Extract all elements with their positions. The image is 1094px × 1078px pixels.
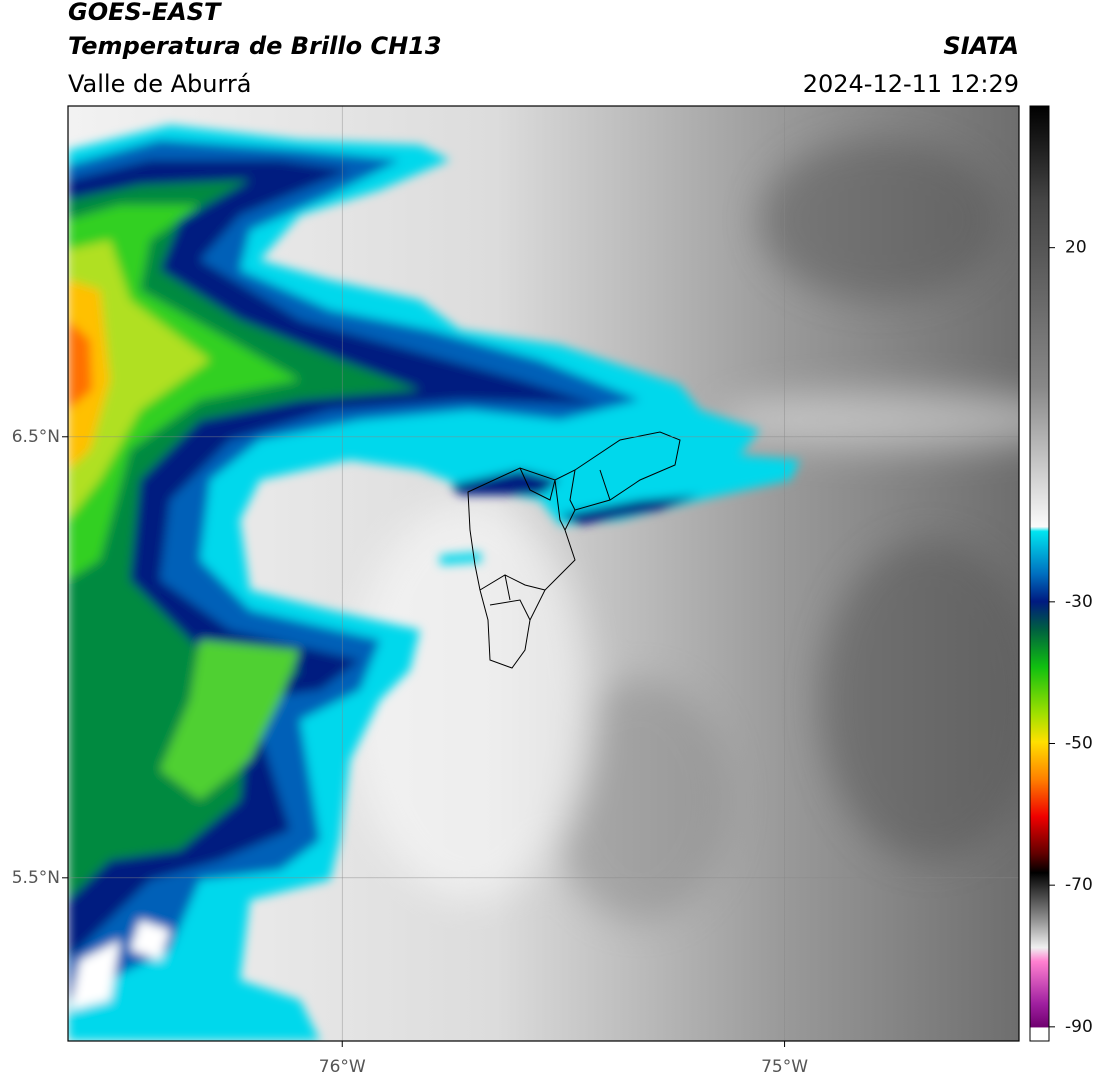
imagery: [68, 106, 1019, 1041]
y-tick-label: 5.5°N: [12, 868, 60, 888]
datetime: 2024-12-11 12:29: [803, 70, 1019, 98]
y-tick-label: 6.5°N: [12, 427, 60, 447]
colorbar: [1029, 105, 1050, 1042]
valley-boundary: [467, 431, 681, 669]
cloud-field: [68, 125, 800, 1041]
satellite-title: GOES-EAST: [68, 0, 222, 26]
colorbar-tick-label: -90: [1065, 1017, 1093, 1037]
x-tick-label: 75°W: [761, 1057, 808, 1077]
graticule: [68, 106, 1019, 1041]
product-title: Temperatura de Brillo CH13: [68, 32, 442, 60]
colorbar-tick-label: -70: [1065, 875, 1093, 895]
x-tick-label: 76°W: [319, 1057, 366, 1077]
colorbar-tick-label: 20: [1065, 238, 1087, 258]
source-title: SIATA: [943, 32, 1019, 60]
map-frame: [67, 105, 1020, 1042]
gray-texture: [350, 140, 1019, 920]
colorbar-tick-label: -50: [1065, 734, 1093, 754]
colorbar-tick-label: -30: [1065, 592, 1093, 612]
region-title: Valle de Aburrá: [68, 70, 252, 98]
